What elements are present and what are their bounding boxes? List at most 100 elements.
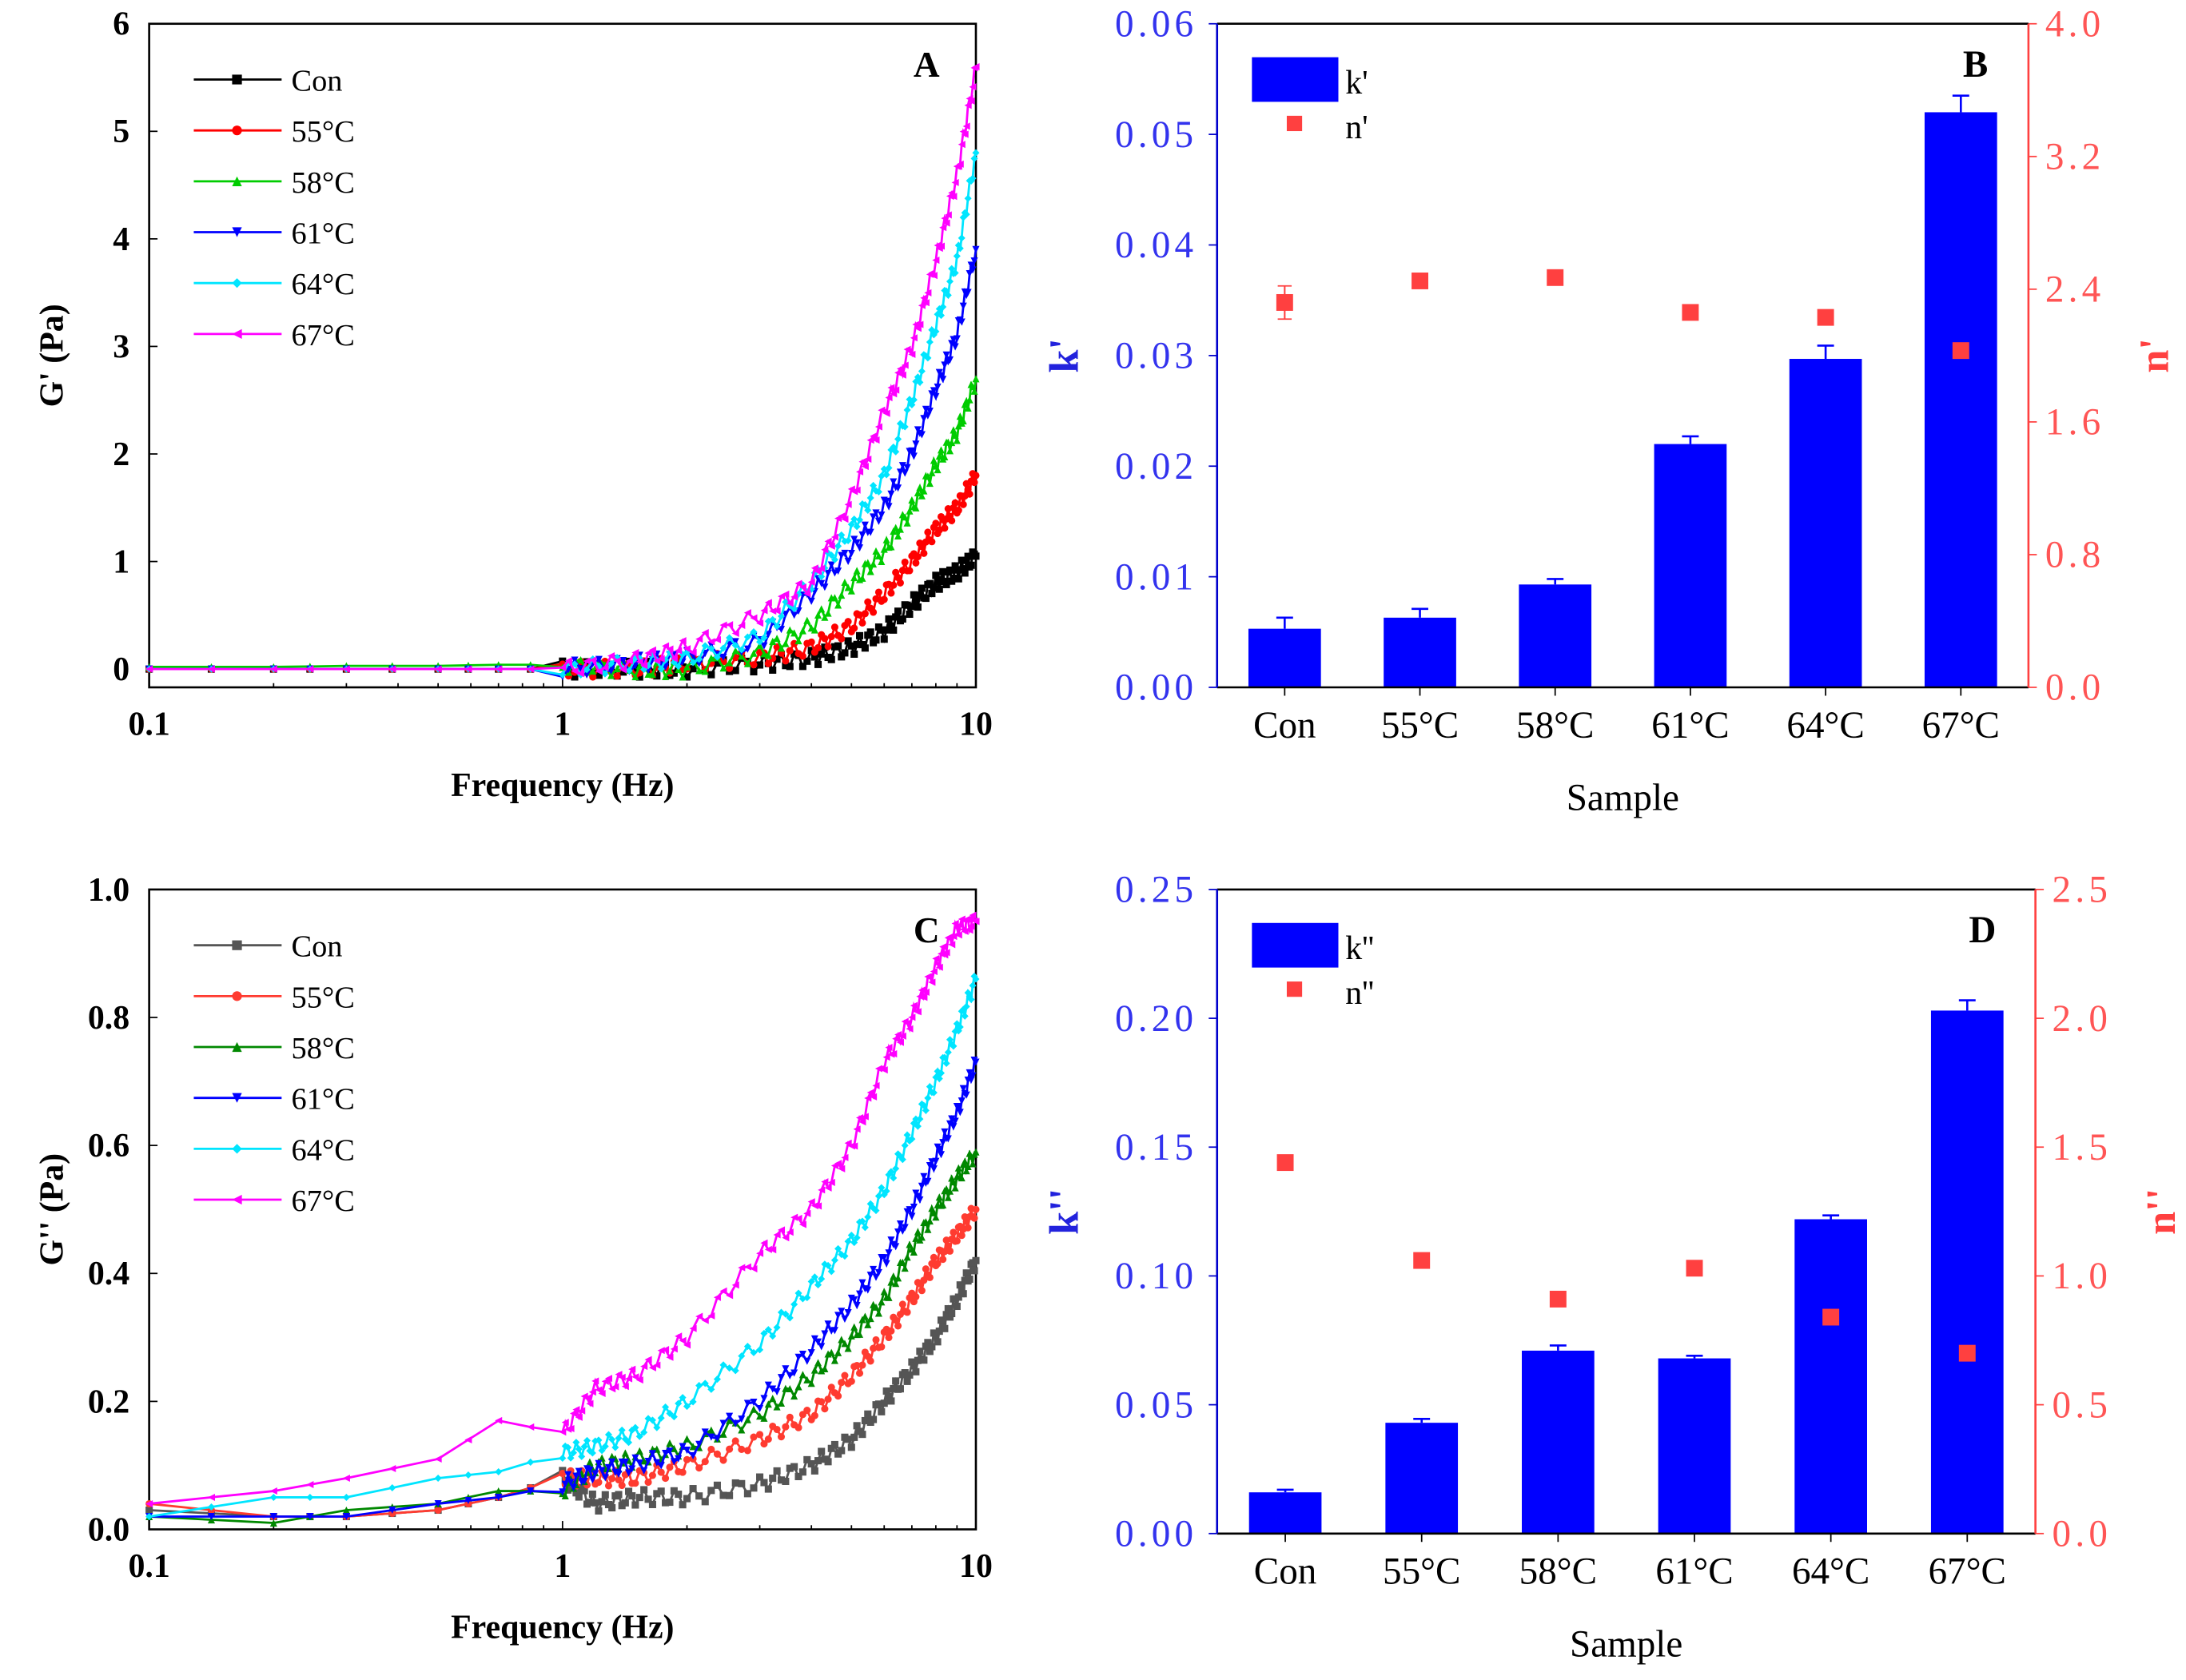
data-point: [608, 1503, 616, 1512]
data-point: [782, 1310, 790, 1318]
data-point: [967, 995, 975, 1004]
data-point: [942, 1184, 950, 1192]
x-tick-label: 1: [554, 706, 571, 742]
data-point: [648, 1500, 656, 1508]
data-point: [798, 663, 806, 671]
data-point: [864, 1286, 872, 1294]
data-point: [595, 1479, 603, 1487]
data-point: [794, 1289, 802, 1297]
data-point: [950, 1123, 958, 1131]
data-point: [662, 1403, 670, 1411]
data-point: [922, 352, 930, 360]
data-point: [885, 503, 893, 511]
data-point: [726, 1364, 734, 1372]
data-point: [878, 626, 886, 634]
data-point: [621, 1458, 629, 1467]
data-point: [920, 487, 928, 495]
data-point: [657, 1487, 665, 1495]
data-point: [726, 1445, 734, 1453]
legend-label: 61°C: [292, 217, 355, 250]
data-point: [861, 463, 869, 471]
data-point: [572, 1439, 580, 1447]
data-point: [601, 1474, 609, 1482]
data-point: [912, 504, 920, 512]
y-axis-label: k'': [1041, 1188, 1087, 1235]
data-point: [675, 1332, 683, 1340]
data-point: [918, 584, 926, 592]
data-point: [896, 579, 904, 587]
data-point: [814, 1338, 822, 1346]
data-point: [912, 1293, 920, 1301]
data-point: [930, 387, 938, 395]
data-point: [232, 1093, 242, 1103]
data-point: [914, 603, 922, 611]
data-point: [764, 1485, 772, 1493]
data-point: [890, 1384, 898, 1393]
data-point: [967, 261, 975, 269]
data-point: [628, 1465, 636, 1473]
data-point: [527, 1458, 535, 1467]
data-point: [743, 1343, 751, 1351]
data-point: [719, 664, 727, 672]
data-point: [946, 1187, 954, 1195]
data-point: [786, 1464, 794, 1472]
data-point: [972, 1058, 980, 1066]
data-point: [621, 1449, 629, 1457]
data-point: [853, 523, 861, 531]
data-point: [821, 1364, 829, 1372]
data-point: [679, 1336, 687, 1344]
data-point: [794, 637, 802, 645]
series-line: [149, 66, 977, 675]
data-point: [750, 649, 758, 657]
data-point: [866, 1357, 874, 1365]
data-point: [972, 472, 980, 480]
data-point: [648, 646, 656, 654]
data-point: [874, 1309, 882, 1317]
data-point: [861, 521, 869, 529]
data-point: [894, 1228, 902, 1236]
data-point: [951, 1117, 959, 1125]
data-point: [790, 1463, 798, 1471]
data-point: [866, 628, 874, 636]
legend-label: n'': [1345, 975, 1374, 1012]
data-point: [908, 1212, 916, 1220]
data-point: [858, 1217, 866, 1225]
y-tick-label: 0.20: [1115, 998, 1197, 1040]
y2-tick-label: 1.6: [2045, 402, 2105, 444]
data-point: [924, 1177, 932, 1185]
data-point: [964, 289, 972, 297]
data-point: [689, 665, 697, 673]
data-point: [910, 1248, 918, 1256]
legend-marker: [1286, 981, 1303, 997]
data-point: [864, 1094, 872, 1102]
data-point: [657, 655, 665, 663]
data-point: [782, 1234, 790, 1242]
legend-label: 58°C: [292, 1032, 355, 1065]
data-point: [935, 1193, 943, 1201]
data-point: [964, 194, 972, 202]
data-point: [838, 1379, 846, 1387]
data-point: [810, 1202, 818, 1210]
data-point: [882, 626, 890, 634]
data-point: [910, 1001, 918, 1009]
data-point: [946, 356, 954, 364]
data-point: [827, 561, 835, 569]
y-tick-label: 0.10: [1115, 1256, 1197, 1297]
data-point: [970, 1214, 978, 1222]
data-point: [434, 1474, 442, 1483]
data-point: [604, 1431, 613, 1439]
data-point: [850, 1239, 858, 1247]
data-point: [695, 655, 703, 663]
data-point: [934, 1260, 942, 1268]
data-point: [901, 469, 909, 477]
data-point: [342, 1506, 350, 1515]
data-point: [786, 663, 794, 671]
data-point: [719, 1456, 727, 1464]
data-point: [731, 1479, 739, 1487]
panel-label: D: [1969, 910, 1996, 951]
data-point: [892, 613, 900, 621]
data-point: [798, 1371, 806, 1379]
data-point: [882, 1187, 890, 1195]
data-point: [896, 525, 904, 533]
data-point: [887, 1397, 895, 1405]
